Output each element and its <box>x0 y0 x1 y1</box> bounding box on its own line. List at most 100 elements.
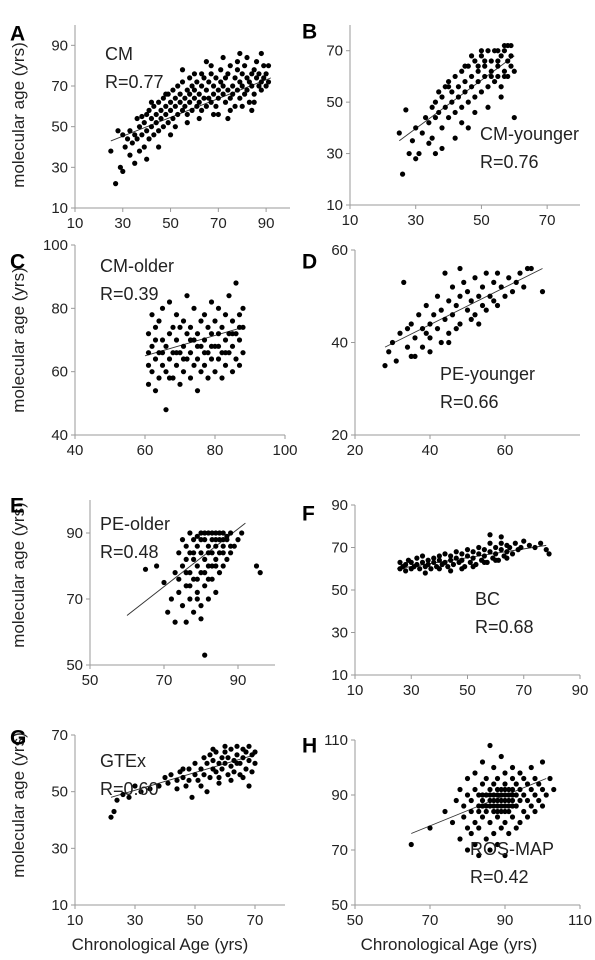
data-point <box>158 115 164 122</box>
data-point <box>252 749 258 755</box>
x-tick-label: 90 <box>572 682 589 699</box>
data-point <box>470 555 476 561</box>
data-point <box>498 753 504 760</box>
data-point <box>149 343 155 349</box>
data-point <box>483 307 489 313</box>
data-point <box>129 140 135 146</box>
data-point <box>216 537 223 543</box>
data-point <box>507 544 513 551</box>
data-point <box>225 87 231 93</box>
data-point <box>536 797 542 804</box>
data-point <box>493 557 499 563</box>
data-point <box>198 766 204 772</box>
data-point <box>517 770 523 776</box>
data-point <box>194 103 200 109</box>
correlation-label: R=0.76 <box>480 152 539 172</box>
data-point <box>213 589 219 596</box>
data-point <box>461 279 467 285</box>
data-point <box>502 786 508 793</box>
data-point <box>170 324 176 330</box>
data-point <box>191 362 197 368</box>
data-point <box>487 786 493 793</box>
data-point <box>416 312 422 318</box>
data-point <box>236 312 243 318</box>
data-point <box>149 369 155 375</box>
data-point <box>184 331 190 337</box>
data-point <box>198 537 204 543</box>
data-point <box>187 337 194 343</box>
data-point <box>251 67 257 73</box>
data-point <box>202 530 208 536</box>
data-point <box>479 302 486 309</box>
data-point <box>487 540 493 546</box>
data-point <box>434 293 441 299</box>
data-point <box>462 89 468 95</box>
data-point <box>253 563 260 569</box>
panel-f: 10 30 50 70 90 10 30 50 70 90 F BC R=0.68 <box>302 497 588 699</box>
data-point <box>201 772 207 778</box>
data-point <box>494 808 501 815</box>
data-point <box>234 87 241 93</box>
data-point <box>208 71 214 77</box>
data-point <box>491 298 497 304</box>
data-point <box>476 544 482 551</box>
x-tick-label: 70 <box>515 682 532 699</box>
data-point <box>122 144 128 150</box>
data-point <box>220 563 226 569</box>
data-point <box>431 555 437 561</box>
panel-e: 50 70 90 50 70 90 E PE-older R=0.48 <box>10 494 275 689</box>
data-point <box>419 553 426 559</box>
data-point <box>175 83 181 89</box>
y-tick-label: 60 <box>51 364 68 381</box>
data-point <box>194 533 200 539</box>
data-point <box>517 270 523 276</box>
data-point <box>258 79 264 85</box>
data-point <box>246 783 252 789</box>
data-point <box>234 752 240 758</box>
data-point <box>120 132 126 138</box>
data-point <box>209 563 215 569</box>
data-point <box>491 781 497 787</box>
data-point <box>179 79 186 85</box>
data-point <box>151 103 157 109</box>
data-point <box>408 353 414 359</box>
data-point <box>208 356 215 362</box>
data-point <box>204 789 210 795</box>
data-point <box>202 537 208 543</box>
data-point <box>476 808 482 815</box>
panel-b: 10 30 50 70 10 30 50 70 B CM-younger R=0.76 <box>302 20 580 229</box>
data-point <box>167 132 174 138</box>
data-point <box>427 825 433 831</box>
data-point <box>521 284 527 290</box>
data-point <box>215 343 222 349</box>
data-point <box>476 825 482 831</box>
panel-a: 10 30 50 70 90 10 30 50 70 90 A CM R=0.77 <box>10 22 290 232</box>
y-tick-label: 50 <box>66 657 83 674</box>
x-tick-label: 70 <box>247 912 264 929</box>
data-point <box>165 609 171 615</box>
data-point <box>215 95 221 101</box>
data-point <box>517 819 523 826</box>
data-point <box>187 570 193 576</box>
data-point <box>229 318 236 324</box>
data-point <box>192 772 198 778</box>
data-point <box>187 583 193 589</box>
y-tick-label: 50 <box>51 119 68 136</box>
data-point <box>187 91 193 97</box>
data-point <box>483 792 489 798</box>
data-point <box>174 786 180 792</box>
data-point <box>436 109 442 116</box>
data-point <box>207 752 213 758</box>
data-point <box>468 808 474 815</box>
data-point <box>151 132 157 138</box>
data-point <box>409 138 416 144</box>
panel-letter: B <box>302 20 317 43</box>
data-point <box>225 772 231 778</box>
data-point <box>234 59 241 65</box>
data-point <box>147 786 153 792</box>
data-point <box>213 543 219 549</box>
data-point <box>230 91 236 97</box>
data-point <box>148 115 155 122</box>
data-point <box>428 566 434 572</box>
data-point <box>132 132 138 138</box>
